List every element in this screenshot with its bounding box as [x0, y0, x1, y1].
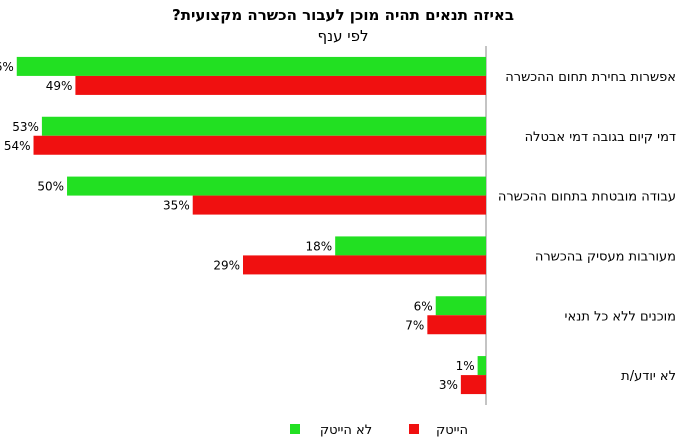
data-label: 1% — [456, 359, 475, 373]
category-label: מעורבות מעסיק בהכשרה — [535, 249, 676, 264]
legend-swatch — [409, 424, 419, 434]
bar — [477, 356, 486, 376]
data-label: 49% — [46, 79, 73, 93]
data-label: 3% — [439, 378, 458, 392]
legend-label: הייטק — [436, 423, 468, 438]
bar — [460, 375, 486, 395]
data-label: 29% — [213, 258, 240, 272]
legend: לא הייטק הייטק — [290, 423, 468, 438]
bar — [33, 135, 486, 155]
bar — [67, 176, 486, 196]
bar — [16, 56, 487, 76]
data-label: 50% — [37, 180, 64, 194]
bar — [192, 195, 487, 215]
category-label: מוכנים ללא כל תנאי — [565, 309, 676, 324]
chart-subtitle: לפי ענף — [317, 27, 368, 45]
legend-swatch — [290, 424, 300, 434]
data-label: 18% — [306, 239, 333, 253]
data-label: 6% — [414, 299, 433, 313]
data-label: 35% — [163, 199, 190, 213]
bar — [41, 116, 487, 136]
legend-label: לא הייטק — [320, 423, 372, 438]
category-label: אפשרות בחירת תחום ההכשרה — [505, 70, 676, 85]
bar — [75, 75, 487, 95]
category-label: לא יודע/ת — [621, 369, 676, 384]
data-label: 54% — [4, 139, 31, 153]
bar — [435, 296, 486, 316]
bar — [243, 255, 486, 275]
chart-title: באיזה תנאים תהיה מוכן לעבור הכשרה מקצועי… — [172, 6, 514, 24]
data-label: 7% — [405, 318, 424, 332]
bar — [427, 315, 486, 335]
data-label: 53% — [12, 120, 39, 134]
data-label: 56% — [0, 60, 14, 74]
category-label: עבודה מובטחת בתחום ההכשרה — [498, 190, 676, 205]
category-label: דמי קיום בגובה דמי אבטלה — [525, 130, 676, 145]
chart-marks: אפשרות בחירת תחום ההכשרה 56% 49% דמי קיום ב… — [0, 56, 676, 395]
bar — [335, 236, 486, 256]
